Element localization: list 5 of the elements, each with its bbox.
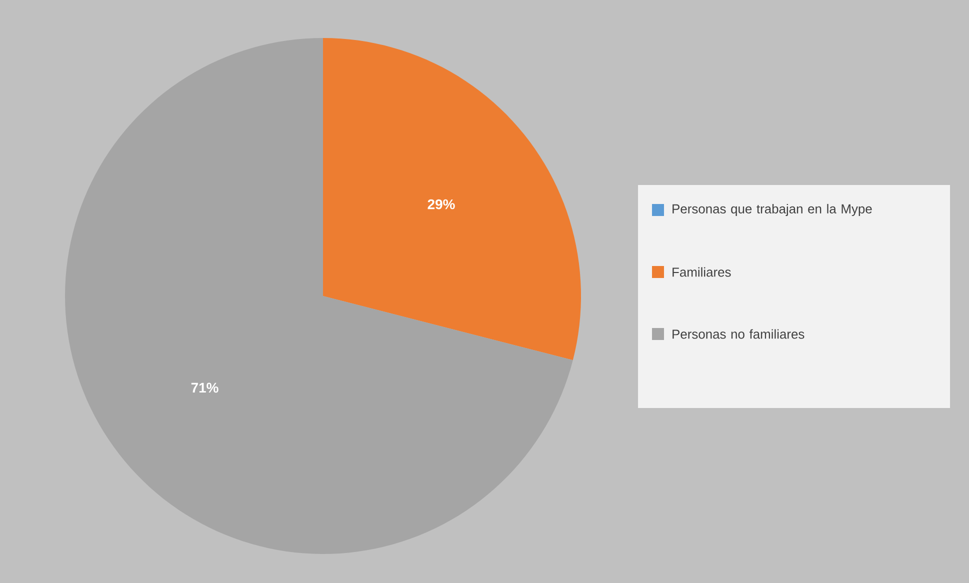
data-label: 71% <box>191 382 218 393</box>
legend-label: Familiares <box>672 267 731 277</box>
legend-label: Personas que trabajan en la Mype <box>672 204 872 216</box>
data-label: 29% <box>428 199 455 210</box>
legend-label: Personas no familiares <box>672 329 804 339</box>
